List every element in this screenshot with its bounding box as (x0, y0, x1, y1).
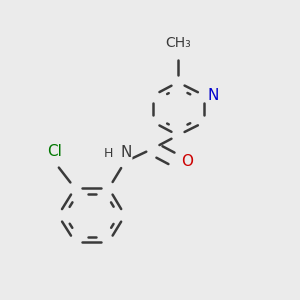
Text: H: H (104, 147, 113, 160)
Text: CH₃: CH₃ (165, 36, 191, 50)
Text: N: N (121, 145, 132, 160)
Text: Cl: Cl (47, 144, 62, 159)
Text: N: N (207, 88, 219, 103)
Text: O: O (181, 154, 193, 169)
